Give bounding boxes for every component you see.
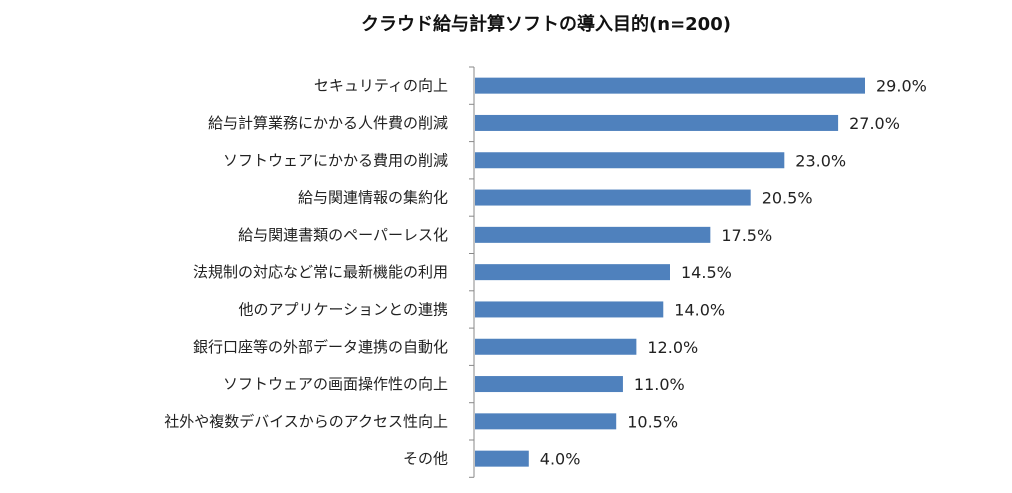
category-label: 法規制の対応など常に最新機能の利用	[193, 263, 448, 281]
data-label: 29.0%	[876, 77, 927, 96]
data-label: 20.5%	[762, 189, 813, 208]
category-label: ソフトウェアの画面操作性の向上	[223, 375, 448, 393]
category-label: 給与計算業務にかかる人件費の削減	[208, 114, 448, 132]
bar	[475, 152, 785, 169]
category-label: セキュリティの向上	[314, 77, 448, 95]
data-label: 27.0%	[849, 114, 900, 133]
data-label: 11.0%	[634, 375, 685, 394]
category-label: 給与関連情報の集約化	[298, 189, 448, 207]
category-label: その他	[403, 450, 448, 468]
data-label: 4.0%	[540, 450, 581, 469]
data-label: 17.5%	[721, 226, 772, 245]
bar	[475, 226, 711, 243]
bar	[475, 376, 623, 393]
chart-title: クラウド給与計算ソフトの導入目的(n=200)	[361, 14, 731, 35]
category-label: 他のアプリケーションとの連携	[238, 300, 448, 318]
bar	[475, 264, 670, 281]
bar	[475, 301, 664, 318]
category-label: ソフトウェアにかかる費用の削減	[223, 151, 448, 169]
data-label: 10.5%	[627, 412, 678, 431]
category-label: 銀行口座等の外部データ連携の自動化	[193, 338, 448, 356]
data-label: 12.0%	[647, 338, 698, 357]
bar	[475, 114, 839, 131]
bar	[475, 189, 751, 206]
bar	[475, 450, 529, 467]
category-label: 社外や複数デバイスからのアクセス性向上	[164, 412, 448, 430]
data-label: 14.0%	[674, 300, 725, 319]
category-label: 給与関連書類のペーパーレス化	[238, 226, 448, 244]
bar	[475, 338, 637, 355]
data-label: 23.0%	[795, 151, 846, 170]
bar	[475, 77, 865, 94]
bar	[475, 413, 617, 430]
data-label: 14.5%	[681, 263, 732, 282]
